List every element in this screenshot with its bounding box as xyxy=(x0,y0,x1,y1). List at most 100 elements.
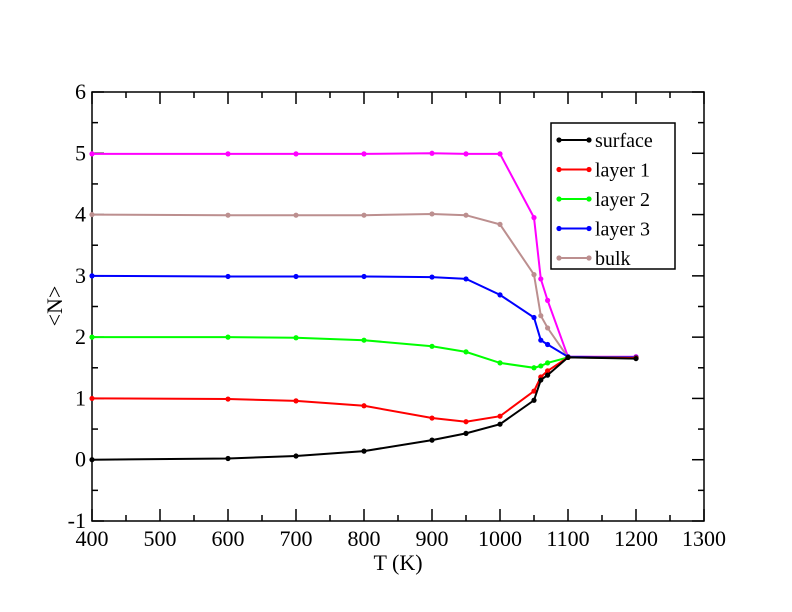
data-point xyxy=(531,272,537,278)
legend-marker xyxy=(556,166,562,173)
data-point xyxy=(89,334,95,340)
data-point xyxy=(633,355,639,362)
x-tick-label: 400 xyxy=(76,526,109,551)
x-tick-label: 1000 xyxy=(478,526,522,551)
data-point xyxy=(463,430,469,436)
x-tick-label: 1200 xyxy=(614,526,658,551)
data-point xyxy=(225,212,231,218)
data-point xyxy=(361,212,367,218)
series-line xyxy=(91,356,637,423)
legend-marker xyxy=(556,196,562,202)
series-layer-3 xyxy=(89,273,639,360)
data-point xyxy=(463,151,469,157)
series-line xyxy=(91,212,636,359)
data-point xyxy=(497,413,503,419)
data-point xyxy=(463,349,469,355)
data-point xyxy=(429,415,435,421)
data-point xyxy=(463,419,469,425)
data-point xyxy=(293,398,299,404)
data-point xyxy=(531,365,537,371)
data-point xyxy=(545,325,551,331)
data-point xyxy=(89,395,95,402)
data-point xyxy=(89,211,95,218)
data-point xyxy=(429,211,435,217)
data-point xyxy=(538,377,544,383)
data-point xyxy=(225,273,231,280)
x-tick-label: 500 xyxy=(144,526,177,551)
y-tick-label: 2 xyxy=(75,324,86,349)
data-point xyxy=(531,388,537,394)
data-point xyxy=(531,314,537,321)
legend-item: layer 2 xyxy=(556,189,650,211)
data-point xyxy=(225,396,231,402)
series-layer xyxy=(89,150,639,463)
y-tick-label: -1 xyxy=(68,508,86,533)
y-tick-label: 6 xyxy=(75,79,86,104)
data-point xyxy=(429,150,435,156)
data-point xyxy=(361,273,367,280)
legend-marker xyxy=(556,137,562,143)
data-point xyxy=(497,151,503,157)
legend: surface layer 1 layer 2 layer 3 bulk xyxy=(550,122,676,270)
data-point xyxy=(545,341,551,348)
x-tick-label: 1100 xyxy=(546,526,589,551)
data-point xyxy=(293,151,299,157)
data-point xyxy=(361,403,367,409)
legend-label: surface xyxy=(595,130,653,152)
data-point xyxy=(531,215,537,221)
data-point xyxy=(538,276,544,282)
data-point xyxy=(545,372,551,378)
data-point xyxy=(545,360,551,366)
data-point xyxy=(89,273,95,279)
data-point xyxy=(497,360,503,366)
data-point xyxy=(497,221,503,227)
legend-item: bulk xyxy=(556,248,631,270)
legend-label: layer 2 xyxy=(595,189,650,211)
series-surface xyxy=(89,354,639,463)
data-point xyxy=(565,354,571,360)
data-point xyxy=(538,337,544,343)
data-point xyxy=(497,421,503,427)
legend-marker xyxy=(586,255,592,261)
data-point xyxy=(293,453,299,459)
series-layer-1 xyxy=(89,354,639,425)
x-tick-label: 900 xyxy=(416,526,449,551)
legend-marker xyxy=(586,196,592,202)
legend-box xyxy=(550,122,676,270)
y-tick-label: 5 xyxy=(75,140,86,165)
data-point xyxy=(293,212,299,218)
legend-item: layer 3 xyxy=(556,219,650,241)
data-point xyxy=(361,337,367,343)
x-axis-label: T (K) xyxy=(373,550,422,575)
y-tick-label: 1 xyxy=(75,385,86,410)
data-point xyxy=(429,274,435,280)
legend-label: layer 1 xyxy=(595,160,650,182)
legend-marker xyxy=(586,137,592,143)
legend-label: layer 3 xyxy=(595,219,650,241)
legend-marker xyxy=(556,225,562,232)
data-point xyxy=(429,437,435,443)
y-axis-label: <N> xyxy=(42,286,67,327)
x-tick-label: 800 xyxy=(348,526,381,551)
legend-marker xyxy=(586,166,592,173)
x-tick-label: 700 xyxy=(280,526,313,551)
y-tick-label: 4 xyxy=(75,202,86,227)
x-tick-label: 1300 xyxy=(682,526,726,551)
series-line xyxy=(91,274,637,359)
data-point xyxy=(225,334,231,340)
tick-labels: 400 500 600 700 800 900 1000 1100 1200 1300 -1 0 1 2 3… xyxy=(68,79,726,551)
legend-item: layer 1 xyxy=(556,160,650,182)
series-line xyxy=(91,356,637,461)
data-point xyxy=(463,212,469,218)
data-point xyxy=(293,335,299,341)
series-line xyxy=(92,152,636,358)
data-point xyxy=(89,457,95,463)
data-point xyxy=(361,448,367,454)
data-point xyxy=(545,297,551,303)
y-tick-label: 3 xyxy=(75,263,86,288)
data-point xyxy=(538,313,544,319)
data-point xyxy=(497,292,503,298)
legend-marker xyxy=(556,255,562,261)
data-point xyxy=(225,151,231,157)
